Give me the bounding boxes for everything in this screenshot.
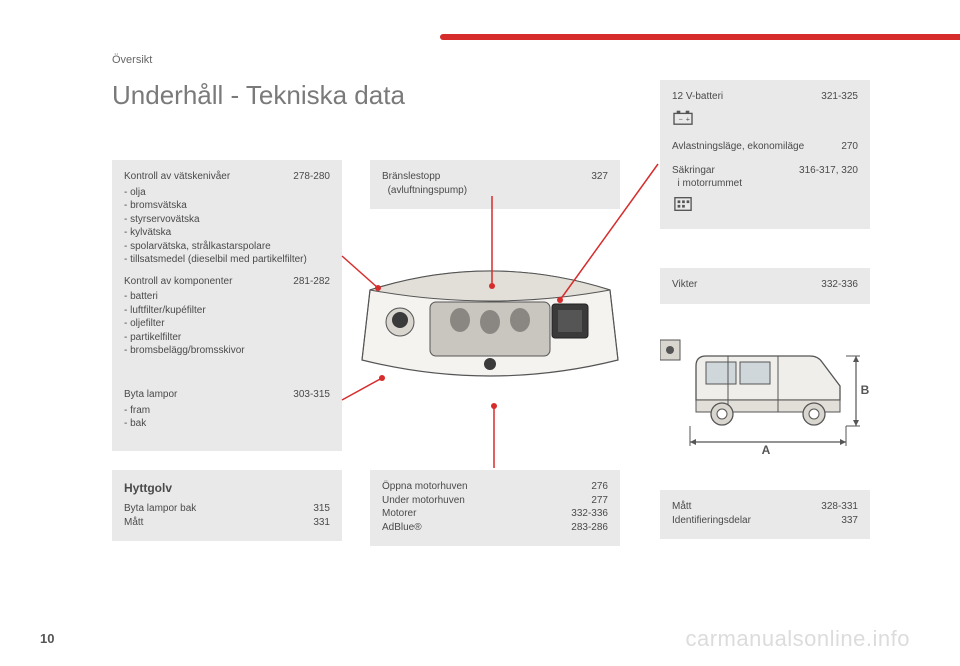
list-item: batteri bbox=[138, 290, 330, 304]
info-row: Avlastningsläge, ekonomiläge270 bbox=[672, 140, 858, 154]
fluids-heading: Kontroll av vätskenivåer bbox=[124, 170, 285, 184]
info-row: Mått328-331 bbox=[672, 500, 858, 514]
row-label: Byta lampor bak bbox=[124, 502, 305, 516]
engine-bay-illustration bbox=[360, 260, 620, 420]
list-item: partikelfilter bbox=[138, 331, 330, 345]
info-row: Motorer332-336 bbox=[382, 507, 608, 521]
accent-stripe bbox=[440, 34, 960, 40]
van-dimensions-illustration: A B bbox=[660, 330, 870, 460]
list-item: bromsbelägg/bromsskivor bbox=[138, 344, 330, 358]
row-label: Mått bbox=[672, 500, 813, 514]
info-row: Byta lampor bak315 bbox=[124, 502, 330, 516]
list-item: bromsvätska bbox=[138, 199, 330, 213]
box-fuel-stop: Bränslestopp (avluftningspump) 327 bbox=[370, 160, 620, 209]
info-row: Öppna motorhuven276 bbox=[382, 480, 608, 494]
list-item: kylvätska bbox=[138, 226, 330, 240]
list-item: bak bbox=[138, 417, 330, 431]
svg-text:+: + bbox=[686, 114, 690, 123]
row-pages: 283-286 bbox=[563, 521, 608, 535]
list-item: fram bbox=[138, 404, 330, 418]
cabin-floor-heading: Hyttgolv bbox=[124, 480, 330, 496]
row-label: Motorer bbox=[382, 507, 563, 521]
list-item: olja bbox=[138, 186, 330, 200]
watermark: carmanualsonline.info bbox=[685, 626, 910, 652]
components-heading: Kontroll av komponenter bbox=[124, 275, 285, 289]
list-item: oljefilter bbox=[138, 317, 330, 331]
dim-label-b: B bbox=[861, 383, 870, 397]
info-row: Mått331 bbox=[124, 516, 330, 530]
info-row: 12 V-batteri321-325 bbox=[672, 90, 858, 104]
box-cabin-floor: Hyttgolv Byta lampor bak315Mått331 bbox=[112, 470, 342, 541]
info-row: Säkringar i motorrummet316-317, 320 bbox=[672, 164, 858, 191]
battery-icon: −+ bbox=[672, 108, 694, 126]
row-pages: 316-317, 320 bbox=[791, 164, 858, 191]
bulbs-pages: 303-315 bbox=[285, 388, 330, 402]
list-item: luftfilter/kupéfilter bbox=[138, 304, 330, 318]
row-pages: 276 bbox=[583, 480, 608, 494]
page-number: 10 bbox=[40, 631, 54, 646]
page-title: Underhåll - Tekniska data bbox=[112, 80, 405, 111]
row-label: Vikter bbox=[672, 278, 813, 292]
components-pages: 281-282 bbox=[285, 275, 330, 289]
bulbs-heading: Byta lampor bbox=[124, 388, 285, 402]
svg-text:−: − bbox=[679, 114, 683, 123]
row-pages: 277 bbox=[583, 494, 608, 508]
row-pages: 332-336 bbox=[813, 278, 858, 292]
fuel-stop-label: Bränslestopp bbox=[382, 171, 440, 182]
row-label: Öppna motorhuven bbox=[382, 480, 583, 494]
fuse-icon bbox=[672, 195, 694, 213]
bulbs-list: frambak bbox=[124, 404, 330, 431]
row-label: Under motorhuven bbox=[382, 494, 583, 508]
list-item: spolarvätska, strålkastarspolare bbox=[138, 240, 330, 254]
fuel-stop-sub: (avluftningspump) bbox=[388, 185, 467, 196]
row-pages: 270 bbox=[833, 140, 858, 154]
list-item: tillsatsmedel (dieselbil med partikelfil… bbox=[138, 253, 330, 267]
box-bulbs: Byta lampor 303-315 frambak bbox=[112, 378, 342, 451]
row-label: Säkringar i motorrummet bbox=[672, 164, 791, 191]
dim-label-a: A bbox=[762, 443, 771, 457]
box-fluid-levels: Kontroll av vätskenivåer 278-280 oljabro… bbox=[112, 160, 342, 378]
info-row: Under motorhuven277 bbox=[382, 494, 608, 508]
fluids-list: oljabromsvätskastyrservovätskakylvätskas… bbox=[124, 186, 330, 267]
row-label: Mått bbox=[124, 516, 305, 530]
box-under-hood: Öppna motorhuven276Under motorhuven277Mo… bbox=[370, 470, 620, 546]
row-label: 12 V-batteri bbox=[672, 90, 813, 104]
row-label: Avlastningsläge, ekonomiläge bbox=[672, 140, 833, 154]
row-label: AdBlue® bbox=[382, 521, 563, 535]
row-pages: 337 bbox=[833, 514, 858, 528]
row-pages: 331 bbox=[305, 516, 330, 530]
info-row: AdBlue®283-286 bbox=[382, 521, 608, 535]
list-item: styrservovätska bbox=[138, 213, 330, 227]
components-list: batteriluftfilter/kupéfilteroljefilterpa… bbox=[124, 290, 330, 358]
box-battery-fuses: 12 V-batteri321-325 −+ Avlastningsläge, ek… bbox=[660, 80, 870, 229]
section-label: Översikt bbox=[112, 54, 152, 66]
row-label: Identifieringsdelar bbox=[672, 514, 833, 528]
box-dimensions: Mått328-331Identifieringsdelar337 bbox=[660, 490, 870, 539]
fluids-pages: 278-280 bbox=[285, 170, 330, 184]
info-row: Identifieringsdelar337 bbox=[672, 514, 858, 528]
row-pages: 321-325 bbox=[813, 90, 858, 104]
fuel-stop-pages: 327 bbox=[583, 170, 608, 197]
info-row: Vikter332-336 bbox=[672, 278, 858, 292]
box-weights: Vikter332-336 bbox=[660, 268, 870, 304]
row-pages: 328-331 bbox=[813, 500, 858, 514]
row-pages: 315 bbox=[305, 502, 330, 516]
row-pages: 332-336 bbox=[563, 507, 608, 521]
